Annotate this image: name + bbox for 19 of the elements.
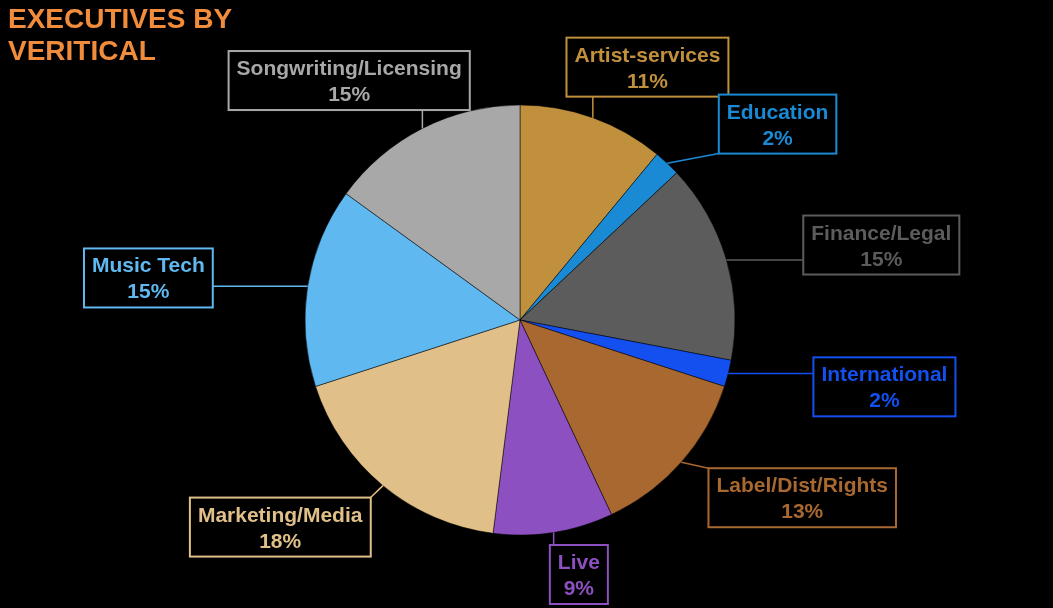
data-label: 15% xyxy=(328,82,371,106)
data-label: 15% xyxy=(127,279,170,303)
slice-label: Live xyxy=(557,550,600,573)
slice-label: Songwriting/Licensing xyxy=(236,56,462,80)
data-label: 2% xyxy=(762,125,794,149)
data-label: 9% xyxy=(563,576,595,599)
slice-label: Marketing/Media xyxy=(197,502,363,526)
slice-label: Finance/Legal xyxy=(811,220,952,244)
data-label: 18% xyxy=(259,528,302,552)
slice-label: Label/Dist/Rights xyxy=(716,473,888,497)
data-label: 11% xyxy=(627,68,669,92)
slice-label: Artist-services xyxy=(574,42,721,66)
slice-label: Music Tech xyxy=(91,253,205,277)
slice-label: International xyxy=(821,362,948,386)
data-label: 2% xyxy=(869,388,900,412)
slice-label: Education xyxy=(726,99,829,123)
chart-title: EXECUTIVES BY VERITICAL xyxy=(8,3,233,66)
data-label: 13% xyxy=(781,499,824,523)
data-label: 15% xyxy=(860,246,903,270)
